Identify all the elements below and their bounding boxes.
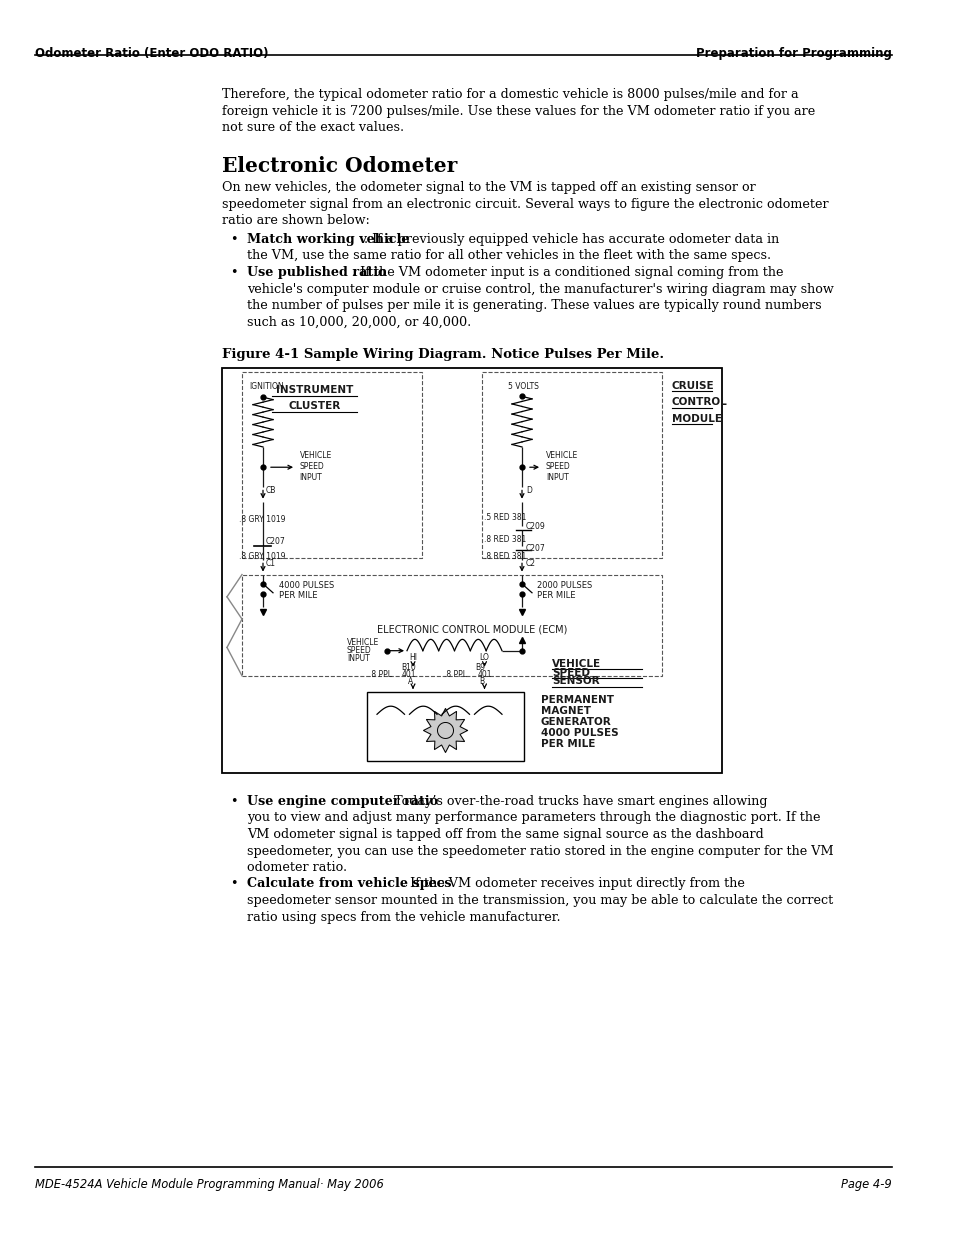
Text: Electronic Odometer: Electronic Odometer	[222, 156, 456, 175]
Text: 4000 PULSES: 4000 PULSES	[540, 727, 618, 737]
Text: C2: C2	[525, 559, 536, 568]
Text: VEHICLE: VEHICLE	[545, 451, 578, 459]
Text: CONTROL: CONTROL	[671, 398, 727, 408]
Text: .8 PPL: .8 PPL	[369, 671, 392, 679]
Text: speedometer, you can use the speedometer ratio stored in the engine computer for: speedometer, you can use the speedometer…	[247, 845, 833, 857]
Bar	[481, 372, 661, 558]
Text: MODULE: MODULE	[671, 414, 721, 424]
Text: . If the VM odometer receives input directly from the: . If the VM odometer receives input dire…	[402, 878, 744, 890]
Text: CB: CB	[266, 487, 276, 495]
Text: C207: C207	[266, 537, 286, 546]
Text: .8 PPL: .8 PPL	[444, 671, 467, 679]
Text: INPUT: INPUT	[545, 473, 568, 482]
Text: LO: LO	[479, 653, 489, 662]
Text: SPEED: SPEED	[299, 462, 324, 471]
Text: 2000 PULSES: 2000 PULSES	[537, 582, 592, 590]
Text: VM odometer signal is tapped off from the same signal source as the dashboard: VM odometer signal is tapped off from th…	[247, 827, 763, 841]
Text: .8 GRY 1019: .8 GRY 1019	[239, 552, 286, 561]
Text: D: D	[525, 487, 532, 495]
Text: SPEED: SPEED	[552, 668, 589, 678]
Text: foreign vehicle it is 7200 pulses/mile. Use these values for the VM odometer rat: foreign vehicle it is 7200 pulses/mile. …	[222, 105, 815, 117]
Text: 401: 401	[477, 671, 492, 679]
Text: Match working vehicle: Match working vehicle	[247, 233, 409, 246]
Text: VEHICLE: VEHICLE	[552, 658, 600, 668]
Text: A: A	[408, 677, 414, 685]
Text: ratio are shown below:: ratio are shown below:	[222, 215, 370, 227]
Text: speedometer signal from an electronic circuit. Several ways to figure the electr: speedometer signal from an electronic ci…	[222, 198, 828, 211]
Text: MDE-4524A Vehicle Module Programming Manual· May 2006: MDE-4524A Vehicle Module Programming Man…	[35, 1178, 383, 1191]
Text: •: •	[230, 878, 237, 890]
Text: IGNITION: IGNITION	[250, 382, 284, 390]
Text: .8 GRY 1019: .8 GRY 1019	[239, 515, 286, 525]
Text: GENERATOR: GENERATOR	[540, 718, 611, 727]
Text: MAGNET: MAGNET	[540, 706, 590, 716]
Text: •: •	[230, 266, 237, 279]
Bar	[367, 692, 524, 761]
Text: Calculate from vehicle specs: Calculate from vehicle specs	[247, 878, 451, 890]
Text: HI: HI	[409, 653, 416, 662]
Text: C209: C209	[525, 522, 545, 531]
Text: B9: B9	[475, 663, 485, 672]
Text: INPUT: INPUT	[347, 655, 370, 663]
Text: . If a previously equipped vehicle has accurate odometer data in: . If a previously equipped vehicle has a…	[363, 233, 778, 246]
Text: odometer ratio.: odometer ratio.	[247, 861, 347, 874]
Text: Figure 4-1 Sample Wiring Diagram. Notice Pulses Per Mile.: Figure 4-1 Sample Wiring Diagram. Notice…	[222, 348, 663, 361]
Text: Preparation for Programming: Preparation for Programming	[696, 47, 891, 61]
Text: speedometer sensor mounted in the transmission, you may be able to calculate the: speedometer sensor mounted in the transm…	[247, 894, 832, 906]
Text: 4000 PULSES: 4000 PULSES	[279, 582, 335, 590]
Text: •: •	[230, 233, 237, 246]
Text: .8 RED 381: .8 RED 381	[483, 535, 526, 545]
Text: C1: C1	[266, 559, 275, 568]
Text: B10: B10	[401, 663, 416, 672]
Text: Therefore, the typical odometer ratio for a domestic vehicle is 8000 pulses/mile: Therefore, the typical odometer ratio fo…	[222, 88, 798, 101]
Text: 5 VOLTS: 5 VOLTS	[507, 382, 538, 390]
Text: the number of pulses per mile it is generating. These values are typically round: the number of pulses per mile it is gene…	[247, 299, 821, 312]
Text: .8 RED 381: .8 RED 381	[483, 552, 526, 561]
Text: PER MILE: PER MILE	[279, 592, 317, 600]
Text: you to view and adjust many performance parameters through the diagnostic port. : you to view and adjust many performance …	[247, 811, 820, 825]
Text: CRUISE: CRUISE	[671, 382, 714, 391]
Text: Page 4-9: Page 4-9	[841, 1178, 891, 1191]
Text: PER MILE: PER MILE	[540, 739, 595, 748]
Text: ratio using specs from the vehicle manufacturer.: ratio using specs from the vehicle manuf…	[247, 910, 560, 924]
Text: SENSOR: SENSOR	[552, 677, 599, 687]
Text: On new vehicles, the odometer signal to the VM is tapped off an existing sensor : On new vehicles, the odometer signal to …	[222, 182, 755, 194]
Text: •: •	[230, 795, 237, 808]
Text: PERMANENT: PERMANENT	[540, 695, 614, 705]
Text: INPUT: INPUT	[299, 473, 322, 482]
Text: 401: 401	[401, 671, 416, 679]
Text: SPEED: SPEED	[545, 462, 570, 471]
Polygon shape	[423, 709, 467, 752]
Bar	[242, 372, 421, 558]
Text: Use published ratio: Use published ratio	[247, 266, 386, 279]
Text: B: B	[479, 677, 484, 685]
Text: the VM, use the same ratio for all other vehicles in the fleet with the same spe: the VM, use the same ratio for all other…	[247, 249, 770, 263]
Text: C207: C207	[525, 543, 545, 553]
Text: PER MILE: PER MILE	[537, 592, 575, 600]
Text: .5 RED 381: .5 RED 381	[483, 513, 526, 521]
Bar	[242, 574, 661, 676]
Text: CLUSTER: CLUSTER	[288, 401, 340, 411]
Text: not sure of the exact values.: not sure of the exact values.	[222, 121, 404, 135]
Bar	[222, 368, 721, 773]
Text: INSTRUMENT: INSTRUMENT	[275, 385, 353, 395]
Text: ELECTRONIC CONTROL MODULE (ECM): ELECTRONIC CONTROL MODULE (ECM)	[376, 624, 567, 635]
Text: Use engine computer ratio: Use engine computer ratio	[247, 795, 437, 808]
Text: . If the VM odometer input is a conditioned signal coming from the: . If the VM odometer input is a conditio…	[352, 266, 783, 279]
Text: Odometer Ratio (Enter ODO RATIO): Odometer Ratio (Enter ODO RATIO)	[35, 47, 268, 61]
Text: vehicle's computer module or cruise control, the manufacturer's wiring diagram m: vehicle's computer module or cruise cont…	[247, 283, 833, 295]
Text: VEHICLE: VEHICLE	[347, 638, 379, 647]
Text: SPEED: SPEED	[347, 646, 372, 656]
Text: . Today’s over-the-road trucks have smart engines allowing: . Today’s over-the-road trucks have smar…	[385, 795, 766, 808]
Text: such as 10,000, 20,000, or 40,000.: such as 10,000, 20,000, or 40,000.	[247, 315, 471, 329]
Text: VEHICLE: VEHICLE	[299, 451, 332, 459]
